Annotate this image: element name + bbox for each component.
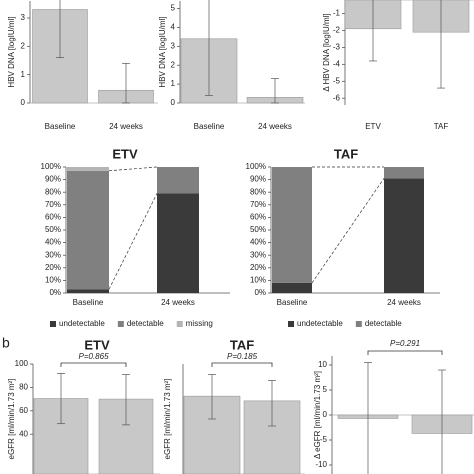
- y-tick-label: 2: [21, 41, 26, 50]
- chart-title: TAF: [334, 146, 358, 161]
- legend-swatch: [355, 321, 362, 327]
- y-tick-label: 2: [171, 60, 176, 69]
- y-tick-label: 60%: [45, 213, 61, 222]
- y-axis-label: eGFR [ml/min/1.73 m²]: [7, 379, 16, 460]
- bar-segment: [157, 193, 199, 293]
- y-tick-label: -5: [333, 76, 341, 85]
- legend-swatch: [117, 321, 124, 327]
- y-tick-label: 0: [21, 98, 26, 107]
- chart-title: ETV: [112, 146, 138, 161]
- p-value: P=0.865: [78, 352, 109, 361]
- y-tick-label: 1: [171, 79, 176, 88]
- y-tick-label: 100%: [41, 162, 61, 171]
- chart-title: TAF: [230, 337, 254, 352]
- legend-label: undetectable: [297, 319, 343, 328]
- y-axis-label: HBV DNA [logIU/ml]: [7, 16, 16, 87]
- legend-swatch: [176, 321, 183, 327]
- legend-label: missing: [186, 319, 213, 328]
- y-tick-label: 60%: [250, 213, 266, 222]
- y-tick-label: 3: [171, 41, 176, 50]
- x-tick-label: Baseline: [45, 122, 76, 131]
- chart-title: ETV: [84, 337, 110, 352]
- p-value: P=0.185: [227, 352, 258, 361]
- y-tick-label: 80: [19, 383, 28, 392]
- bracket: [211, 362, 273, 367]
- y-tick-label: 40%: [250, 238, 266, 247]
- y-tick-label: 10: [318, 360, 327, 369]
- y-axis-label: HBV DNA [logIU/ml]: [158, 16, 167, 87]
- y-tick-label: 60: [19, 406, 28, 415]
- y-tick-label: 90%: [250, 175, 266, 184]
- x-tick-label: Baseline: [277, 298, 308, 307]
- y-tick-label: -2: [333, 26, 341, 35]
- y-tick-label: -6: [333, 93, 341, 102]
- legend-swatch: [288, 321, 294, 327]
- y-tick-label: 4: [171, 23, 176, 32]
- y-tick-label: 30%: [45, 250, 61, 259]
- connector: [108, 166, 158, 172]
- y-tick-label: 0: [323, 410, 328, 419]
- y-tick-label: 80%: [250, 187, 266, 196]
- legend-label: detectable: [365, 319, 402, 328]
- bar-segment: [272, 282, 312, 293]
- x-tick-label: TAF: [434, 122, 449, 131]
- bracket: [60, 362, 127, 367]
- x-tick-label: 24 weeks: [161, 298, 195, 307]
- y-axis-label: Δ HBV DNA [logIU/ml]: [322, 13, 331, 91]
- y-tick-label: -5: [320, 435, 328, 444]
- bar-segment: [157, 167, 199, 194]
- legend-label: detectable: [127, 319, 164, 328]
- y-tick-label: -4: [333, 59, 341, 68]
- y-tick-label: 20%: [45, 263, 61, 272]
- y-tick-label: 10%: [250, 276, 266, 285]
- x-tick-label: 24 weeks: [109, 122, 143, 131]
- p-value: P=0.291: [390, 339, 420, 348]
- y-tick-label: 50%: [250, 225, 266, 234]
- y-tick-label: 40: [19, 429, 28, 438]
- y-tick-label: 0: [171, 98, 176, 107]
- x-tick-label: Baseline: [73, 298, 104, 307]
- y-tick-label: 5: [323, 385, 328, 394]
- y-tick-label: 90%: [45, 175, 61, 184]
- y-tick-label: 20%: [250, 263, 266, 272]
- y-tick-label: 1: [21, 70, 26, 79]
- y-tick-label: -3: [333, 43, 341, 52]
- y-tick-label: -1: [333, 9, 341, 18]
- bar-segment: [384, 167, 424, 179]
- y-tick-label: 5: [171, 4, 176, 13]
- y-tick-label: 100%: [246, 162, 266, 171]
- y-axis-label: Δ eGFR [ml/min/1.73 m²]: [313, 371, 322, 459]
- connector: [311, 178, 385, 284]
- y-tick-label: 3: [21, 13, 26, 22]
- y-tick-label: -10: [315, 460, 327, 469]
- bar-segment: [67, 289, 109, 293]
- x-tick-label: ETV: [365, 122, 381, 131]
- y-tick-label: 10%: [45, 276, 61, 285]
- connector: [108, 193, 158, 290]
- x-tick-label: Baseline: [194, 122, 225, 131]
- y-tick-label: 30%: [250, 250, 266, 259]
- y-tick-label: 80%: [45, 187, 61, 196]
- y-tick-label: 0%: [254, 288, 266, 297]
- bar-segment: [67, 167, 109, 171]
- bar-segment: [384, 178, 424, 293]
- y-tick-label: 100: [15, 359, 29, 368]
- bracket: [367, 350, 443, 355]
- y-tick-label: 40%: [45, 238, 61, 247]
- y-tick-label: 70%: [45, 200, 61, 209]
- y-tick-label: 50%: [45, 225, 61, 234]
- bar-segment: [67, 170, 109, 290]
- y-tick-label: 70%: [250, 200, 266, 209]
- legend-swatch: [50, 321, 56, 327]
- y-tick-label: 0%: [49, 288, 61, 297]
- x-tick-label: 24 weeks: [387, 298, 421, 307]
- x-tick-label: 24 weeks: [258, 122, 292, 131]
- y-axis-label: eGFR [ml/min/1.73 m²]: [163, 379, 172, 460]
- bar-segment: [272, 167, 312, 283]
- panel-label: b: [2, 335, 10, 351]
- legend-label: undetectable: [59, 319, 105, 328]
